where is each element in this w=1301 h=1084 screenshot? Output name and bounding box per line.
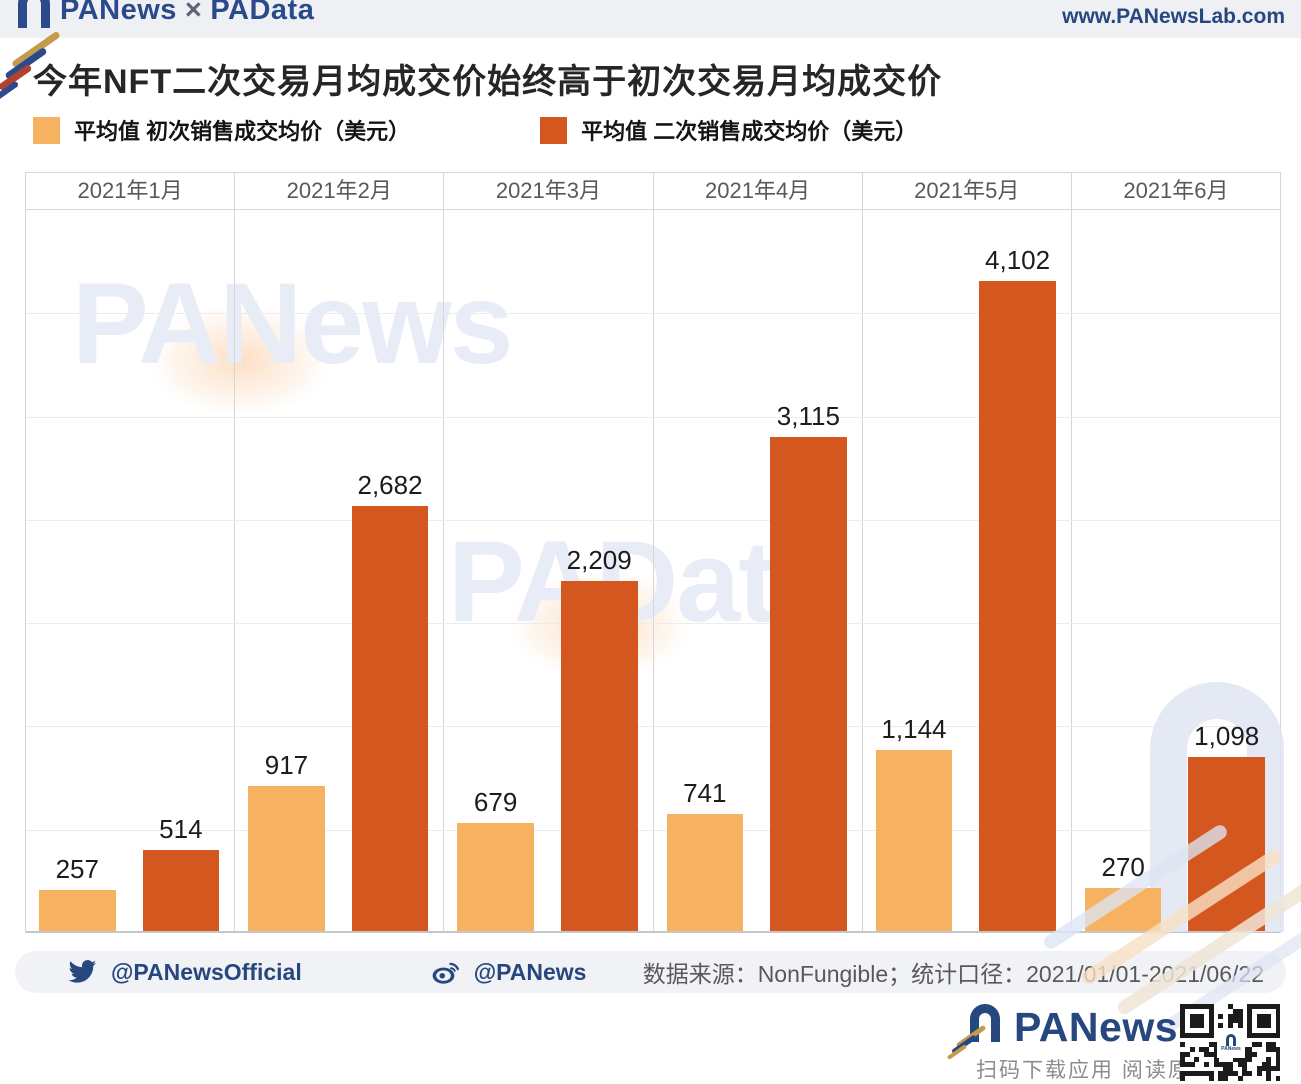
twitter-link[interactable]: @PANewsOfficial (65, 957, 302, 987)
bar-value-label: 1,144 (881, 714, 947, 744)
panews-logo-icon (18, 0, 50, 28)
bar-value-label: 741 (683, 778, 727, 808)
primary-sale-bar-0: 257 (39, 854, 116, 931)
secondary-sale-bar-0: 514 (142, 814, 220, 931)
plot-area: 257 514 917 2,682 679 2,209 741 3,115 1,144 4,102… (26, 210, 1280, 933)
bar-value-label: 3,115 (776, 401, 840, 431)
chart-column-5: 270 1,098 (1070, 210, 1280, 931)
category-label-3: 2021年4月 (652, 173, 862, 209)
footer-bar: @PANewsOfficial @PANews 数据来源：NonFungible… (15, 951, 1286, 993)
qr-center-logo: PANews (1217, 1028, 1245, 1058)
legend-swatch (33, 116, 60, 144)
brand-left: PANews (60, 0, 177, 26)
brand-right: PAData (210, 0, 315, 26)
gridline (26, 726, 1280, 727)
bar-value-label: 4,102 (985, 245, 1051, 275)
chart: 2021年1月 2021年2月 2021年3月 2021年4月 2021年5月 2021年… (25, 172, 1281, 933)
watermark-glow (110, 280, 370, 440)
bar-value-label: 2,209 (566, 545, 632, 575)
qr-code: PANews (1180, 1004, 1280, 1081)
brand-logo: PANews × PAData (18, 0, 314, 28)
gridline (26, 830, 1280, 831)
secondary-sale-bar-1: 2,682 (351, 470, 429, 931)
bar-group-2: 679 2,209 (457, 545, 638, 931)
chart-legend: 平均值 初次销售成交均价（美元） 平均值 二次销售成交均价（美元） (33, 114, 917, 146)
bar-group-3: 741 3,115 (666, 401, 847, 931)
legend-label: 平均值 二次销售成交均价（美元） (581, 119, 918, 144)
bottom-brand-name: PANews (1014, 1004, 1179, 1050)
legend-label: 平均值 初次销售成交均价（美元） (74, 119, 411, 144)
primary-sale-bar-3: 741 (666, 778, 744, 931)
brand-title: PANews × PAData (60, 0, 314, 27)
watermark-logo-arch (1150, 682, 1284, 932)
category-label-4: 2021年5月 (861, 173, 1071, 209)
gridline (26, 417, 1280, 418)
bar-value-label: 917 (264, 750, 309, 780)
legend-item-1: 平均值 二次销售成交均价（美元） (540, 114, 917, 146)
bar-value-label: 1,098 (1194, 721, 1260, 751)
bar-group-1: 917 2,682 (248, 470, 429, 931)
category-label-1: 2021年2月 (234, 173, 443, 209)
twitter-icon (68, 960, 97, 983)
gridline (26, 313, 1280, 314)
site-url[interactable]: www.PANewsLab.com (1062, 5, 1285, 28)
bottom-brand: PANews 扫码下载应用 阅读原文 (946, 998, 1301, 1082)
chart-column-3: 741 3,115 (652, 210, 862, 931)
category-label-0: 2021年1月 (77, 178, 183, 203)
panews-logo-icon-micro (1226, 1034, 1236, 1046)
legend-swatch (540, 116, 568, 144)
chart-column-2: 679 2,209 (443, 210, 652, 931)
chart-column-0: 257 514 (26, 210, 234, 931)
bar-value-label: 2,682 (357, 470, 423, 500)
panews-logo-icon-small (970, 1004, 1000, 1042)
secondary-sale-bar-2: 2,209 (560, 545, 638, 931)
bar-group-0: 257 514 (39, 814, 220, 931)
category-label-2: 2021年3月 (443, 173, 652, 209)
primary-sale-bar-4: 1,144 (875, 714, 953, 931)
primary-sale-bar-2: 679 (457, 787, 534, 931)
bar-value-label: 679 (473, 787, 518, 817)
brand-separator: × (184, 0, 203, 26)
header-bar (0, 0, 1301, 38)
gridline (26, 520, 1280, 521)
secondary-sale-bar-4: 4,102 (979, 245, 1056, 931)
bar-group-4: 1,144 4,102 (875, 245, 1056, 931)
legend-item-0: 平均值 初次销售成交均价（美元） (33, 114, 410, 146)
chart-column-4: 1,144 4,102 (861, 210, 1071, 931)
primary-sale-bar-1: 917 (248, 750, 325, 931)
twitter-handle[interactable]: @PANewsOfficial (111, 958, 302, 985)
bar-value-label: 514 (159, 814, 203, 844)
bottom-brand-caption: 扫码下载应用 阅读原文 (976, 1059, 1214, 1082)
category-label-5: 2021年6月 (1070, 173, 1280, 209)
watermark-panews: PANews (72, 260, 514, 388)
weibo-link[interactable]: @PANews (430, 957, 587, 987)
gridline (26, 623, 1280, 624)
weibo-icon (432, 962, 459, 984)
bar-value-label: 257 (55, 854, 99, 884)
chart-column-1: 917 2,682 (234, 210, 443, 931)
page-title: 今年NFT二次交易月均成交价始终高于初次交易月均成交价 (33, 63, 943, 101)
category-header-row: 2021年1月 2021年2月 2021年3月 2021年4月 2021年5月 2021年… (26, 172, 1280, 210)
secondary-sale-bar-3: 3,115 (770, 401, 847, 931)
weibo-handle[interactable]: @PANews (473, 958, 587, 985)
qr-brand-label: PANews (1221, 1046, 1241, 1052)
